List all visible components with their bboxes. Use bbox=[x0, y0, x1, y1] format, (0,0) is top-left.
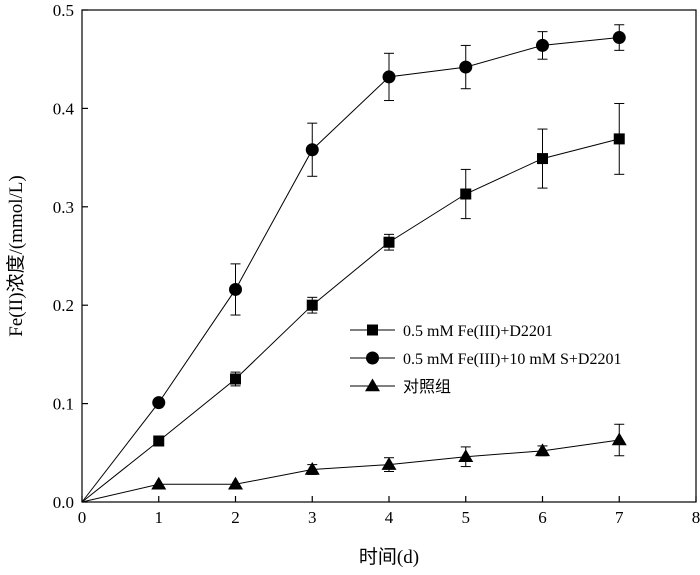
data-point bbox=[230, 373, 241, 385]
legend-label: 对照组 bbox=[403, 378, 451, 396]
data-point bbox=[151, 476, 167, 490]
y-tick-label: 0.3 bbox=[53, 198, 74, 217]
x-tick-label: 3 bbox=[308, 508, 317, 527]
data-point bbox=[381, 457, 397, 470]
legend-label: 0.5 mM Fe(III)+10 mM S+D2201 bbox=[403, 351, 621, 368]
legend: 0.5 mM Fe(III)+D2201 0.5 mM Fe(III)+10 mM… bbox=[350, 323, 621, 396]
x-tick-label: 0 bbox=[78, 508, 87, 527]
data-point bbox=[611, 432, 627, 446]
legend-entry-1: 0.5 mM Fe(III)+D2201 bbox=[350, 323, 553, 340]
data-point bbox=[460, 188, 472, 200]
y-tick-label: 0.1 bbox=[53, 395, 74, 414]
series-2 bbox=[81, 24, 626, 503]
legend-marker bbox=[367, 324, 378, 336]
y-tick-label: 0.0 bbox=[53, 493, 74, 512]
legend-marker bbox=[366, 351, 379, 365]
data-point bbox=[153, 435, 165, 447]
data-point bbox=[536, 38, 549, 52]
series-line bbox=[81, 138, 620, 503]
data-point bbox=[612, 31, 626, 45]
data-point bbox=[458, 449, 474, 462]
data-point bbox=[383, 236, 395, 248]
x-axis-title: 时间(d) bbox=[359, 546, 419, 568]
series-line bbox=[81, 439, 620, 503]
series-3 bbox=[81, 423, 627, 503]
x-tick-label: 7 bbox=[615, 508, 624, 527]
y-tick-label: 0.5 bbox=[53, 1, 74, 20]
x-tick-label: 1 bbox=[155, 508, 164, 527]
data-point bbox=[537, 153, 548, 165]
data-point bbox=[152, 396, 166, 410]
x-tick-label: 6 bbox=[538, 508, 547, 527]
x-tick-label: 2 bbox=[231, 508, 240, 527]
data-point bbox=[228, 476, 243, 490]
x-tick-label: 5 bbox=[462, 508, 471, 527]
data-point bbox=[613, 133, 625, 145]
data-point bbox=[535, 443, 550, 457]
series-layer bbox=[81, 24, 627, 503]
data-point bbox=[229, 282, 242, 296]
x-tick-label: 8 bbox=[692, 508, 700, 527]
series-line bbox=[81, 37, 620, 503]
legend-label: 0.5 mM Fe(III)+D2201 bbox=[403, 323, 553, 340]
y-tick-label: 0.4 bbox=[53, 99, 75, 118]
data-point bbox=[459, 60, 473, 74]
x-tick-label: 4 bbox=[385, 508, 394, 527]
y-axis-title: Fe(II)浓度/(mmol/L) bbox=[5, 175, 27, 336]
data-point bbox=[382, 70, 396, 84]
data-point bbox=[305, 143, 319, 157]
series-1 bbox=[81, 102, 625, 503]
legend-entry-2: 0.5 mM Fe(III)+10 mM S+D2201 bbox=[350, 351, 621, 368]
legend-entry-3: 对照组 bbox=[350, 378, 451, 396]
data-point bbox=[306, 299, 318, 311]
legend-marker bbox=[365, 378, 380, 392]
data-point bbox=[304, 462, 320, 475]
ticks-layer: 0 1 2 3 4 5 6 7 8 0.0 0.1 0.2 0.3 0.4 0.5 bbox=[53, 1, 700, 527]
y-tick-label: 0.2 bbox=[53, 296, 74, 315]
